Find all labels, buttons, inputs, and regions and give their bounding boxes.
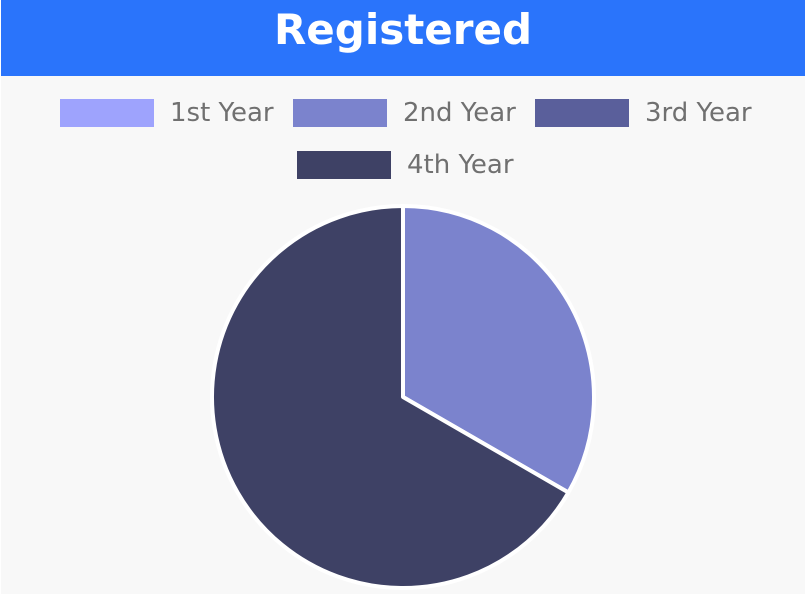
pie-slice-2nd-year[interactable] bbox=[401, 204, 596, 495]
chart-header: Registered bbox=[1, 0, 805, 76]
legend-item-1st-year[interactable]: 1st Year bbox=[60, 98, 274, 128]
legend-swatch-3rd-year bbox=[535, 99, 629, 127]
pie-slice-4th-year[interactable] bbox=[210, 204, 571, 590]
legend-label-2nd-year: 2nd Year bbox=[403, 98, 516, 128]
legend-item-2nd-year[interactable]: 2nd Year bbox=[293, 98, 516, 128]
legend-swatch-1st-year bbox=[60, 99, 154, 127]
legend: 1st Year 2nd Year 3rd Year 4th Year bbox=[1, 0, 805, 200]
legend-item-4th-year[interactable]: 4th Year bbox=[297, 150, 514, 180]
legend-item-3rd-year[interactable]: 3rd Year bbox=[535, 98, 752, 128]
legend-swatch-4th-year bbox=[297, 151, 391, 179]
legend-label-1st-year: 1st Year bbox=[170, 98, 274, 128]
chart-title: Registered bbox=[273, 5, 533, 54]
legend-label-3rd-year: 3rd Year bbox=[645, 98, 752, 128]
legend-swatch-2nd-year bbox=[293, 99, 387, 127]
legend-label-4th-year: 4th Year bbox=[407, 150, 514, 180]
